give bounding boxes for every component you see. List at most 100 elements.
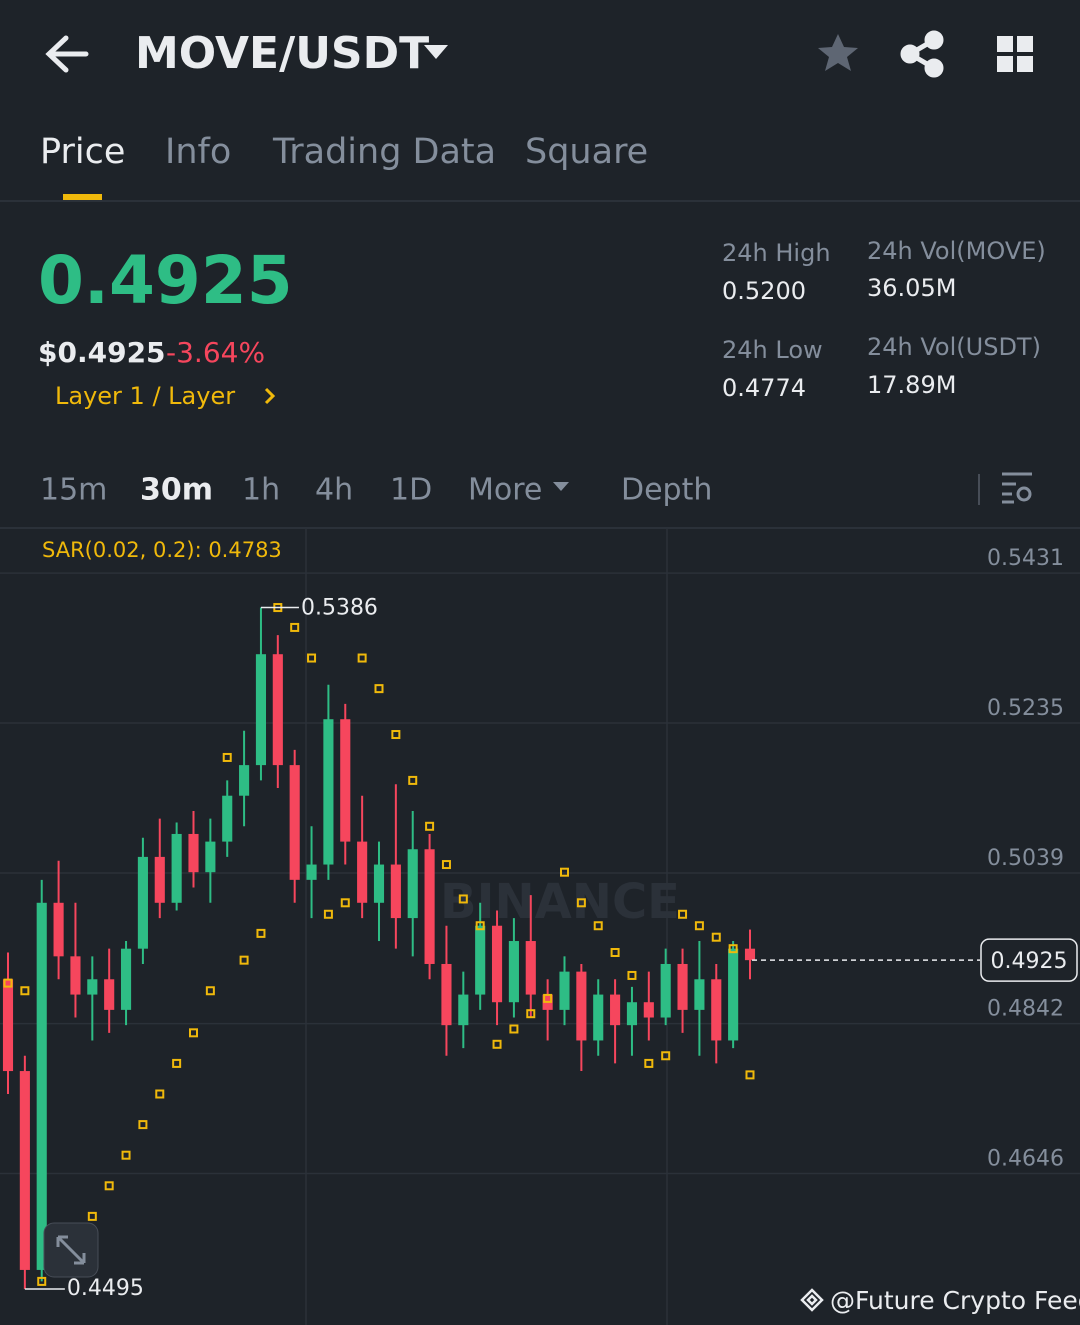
stat-label: 24h Low bbox=[722, 336, 823, 364]
stat-label: 24h Vol(MOVE) bbox=[867, 237, 1046, 265]
candle-body bbox=[120, 948, 132, 1010]
candle-body bbox=[239, 765, 250, 796]
interval[interactable]: More bbox=[468, 473, 542, 508]
candle-body bbox=[357, 841, 368, 903]
interval[interactable]: 30m bbox=[140, 473, 213, 508]
candle-body bbox=[205, 841, 216, 873]
symbol[interactable]: MOVE/USDT bbox=[135, 28, 429, 79]
sar-dot bbox=[543, 993, 553, 1003]
candle-body bbox=[36, 902, 47, 1270]
more-dropdown[interactable] bbox=[553, 482, 569, 491]
fullscreen-button[interactable] bbox=[43, 1222, 99, 1278]
candle-body bbox=[306, 864, 317, 880]
tab[interactable]: Price bbox=[40, 132, 125, 172]
candle-body bbox=[188, 833, 199, 873]
sar-dot bbox=[307, 653, 317, 663]
usd-price: $0.4925 bbox=[38, 336, 166, 369]
symbol-dropdown[interactable] bbox=[424, 45, 448, 59]
favorite-icon[interactable] bbox=[818, 34, 858, 71]
interval[interactable]: Depth bbox=[621, 473, 712, 508]
candle-body bbox=[289, 765, 300, 880]
stat-label: 24h High bbox=[722, 239, 831, 267]
tab[interactable]: Square bbox=[525, 132, 648, 172]
stat-value: 17.89M bbox=[867, 371, 956, 399]
sar-dot bbox=[256, 928, 266, 938]
interval[interactable]: 15m bbox=[40, 473, 107, 508]
sar-dot bbox=[694, 921, 704, 931]
chart-layer: 0.5431 0.5235 0.5039 0.4842 0.4646 0.5386 0.44… bbox=[0, 546, 1080, 1301]
candle-body bbox=[19, 1071, 30, 1270]
chevron[interactable] bbox=[264, 387, 276, 405]
candle-body bbox=[222, 795, 233, 842]
candle-body bbox=[559, 971, 570, 1010]
tab[interactable]: Info bbox=[165, 132, 231, 172]
sar-dot bbox=[138, 1120, 148, 1130]
y-tick-label: 0.5039 bbox=[987, 846, 1064, 871]
sar-dot bbox=[357, 653, 367, 663]
chart-settings-icon[interactable] bbox=[1002, 472, 1032, 504]
candle-body bbox=[2, 979, 14, 1072]
y-tick-label: 0.5235 bbox=[987, 696, 1064, 721]
stat-value: 36.05M bbox=[867, 274, 956, 302]
sector-tag[interactable]: Layer 1 / Layer bbox=[55, 382, 235, 410]
sar-dot bbox=[425, 821, 435, 831]
candle-body bbox=[137, 856, 148, 949]
sar-dot bbox=[189, 1028, 198, 1038]
sar-dot bbox=[290, 622, 300, 632]
candle-body bbox=[660, 963, 671, 1018]
sar-dot bbox=[222, 752, 232, 762]
stat-value: 0.5200 bbox=[722, 277, 806, 305]
interval[interactable]: 1h bbox=[242, 473, 280, 508]
candle-body bbox=[154, 856, 165, 903]
candle-body bbox=[694, 979, 705, 1010]
candle-body bbox=[272, 654, 283, 766]
sar-dot bbox=[644, 1058, 654, 1068]
candle-body bbox=[593, 994, 604, 1041]
sar-dot bbox=[172, 1058, 182, 1068]
interval[interactable]: 1D bbox=[390, 473, 432, 508]
sar-dot bbox=[205, 986, 215, 996]
candle-body bbox=[53, 902, 64, 957]
sar-dot bbox=[492, 1039, 502, 1049]
candle-body bbox=[458, 994, 469, 1026]
candle-body bbox=[626, 1002, 638, 1026]
sar-dot bbox=[745, 1070, 755, 1080]
back-button[interactable] bbox=[45, 35, 89, 73]
y-tick-label: 0.4646 bbox=[987, 1147, 1064, 1172]
stat-value: 0.4774 bbox=[722, 374, 806, 402]
candle-body bbox=[104, 979, 115, 1010]
sar-dot bbox=[104, 1181, 114, 1191]
sar-dot bbox=[627, 970, 637, 980]
candle-body bbox=[491, 925, 503, 1003]
last-price: 0.4925 bbox=[38, 242, 293, 319]
share-icon[interactable] bbox=[900, 30, 944, 78]
candle-body bbox=[70, 956, 81, 995]
sar-dot bbox=[441, 860, 451, 870]
sar-dot bbox=[37, 1276, 47, 1286]
grid-menu-icon[interactable] bbox=[997, 36, 1033, 72]
sar-dot bbox=[20, 986, 30, 996]
candle-body bbox=[424, 849, 435, 964]
candle-body bbox=[475, 925, 486, 995]
sar-dot bbox=[239, 955, 249, 965]
candle-body bbox=[508, 941, 519, 1003]
sar-dot bbox=[728, 944, 738, 954]
stat-label: 24h Vol(USDT) bbox=[867, 333, 1041, 361]
credit: @Future Crypto Feed bbox=[830, 1286, 1080, 1315]
candle-body bbox=[340, 719, 351, 842]
candle-body bbox=[441, 963, 452, 1026]
sar-dot bbox=[593, 921, 603, 931]
candle-body bbox=[407, 849, 418, 919]
sar-dot bbox=[610, 948, 620, 958]
price-change: -3.64% bbox=[166, 336, 265, 369]
last-price-box bbox=[980, 938, 1078, 982]
sar-dot bbox=[155, 1089, 165, 1099]
sar-dot bbox=[711, 932, 721, 942]
sar-dot bbox=[526, 1009, 536, 1019]
interval[interactable]: 4h bbox=[315, 473, 353, 508]
tab[interactable]: Trading Data bbox=[272, 132, 496, 172]
sar-dot bbox=[661, 1051, 671, 1061]
candle-body bbox=[373, 864, 385, 903]
